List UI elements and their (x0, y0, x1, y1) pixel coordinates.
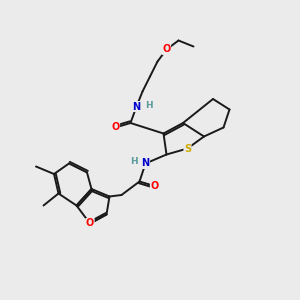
Text: O: O (150, 181, 159, 191)
Text: S: S (184, 143, 191, 154)
Text: O: O (111, 122, 120, 133)
Text: H: H (145, 101, 152, 110)
Text: O: O (162, 44, 171, 55)
Text: N: N (132, 101, 141, 112)
Text: O: O (86, 218, 94, 229)
Text: N: N (141, 158, 150, 169)
Text: H: H (130, 158, 138, 166)
